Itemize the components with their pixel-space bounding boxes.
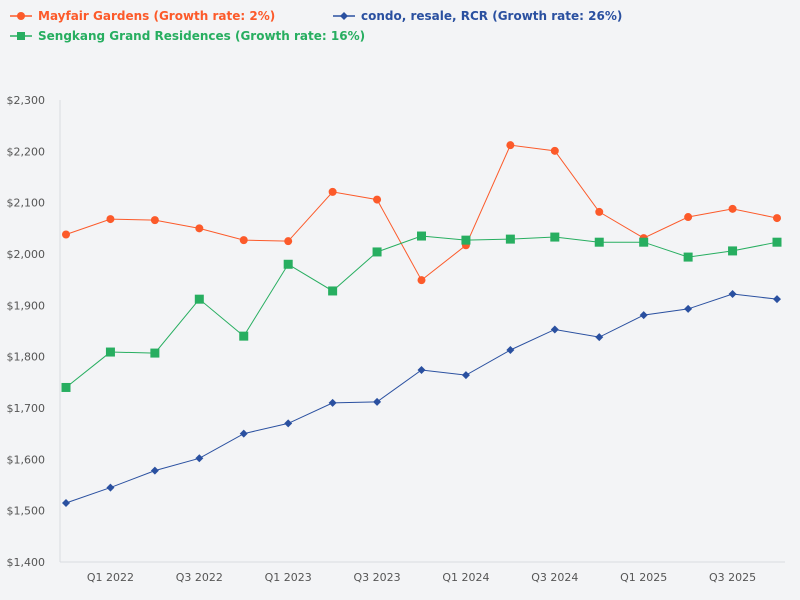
data-point — [595, 207, 604, 216]
y-tick-label: $1,600 — [7, 453, 46, 466]
legend-label: Mayfair Gardens (Growth rate: 2%) — [38, 9, 276, 23]
data-point — [728, 290, 737, 299]
x-tick-label: Q3 2023 — [353, 571, 400, 584]
data-point — [106, 483, 115, 492]
legend-item-condo[interactable]: condo, resale, RCR (Growth rate: 26%) — [333, 9, 622, 23]
data-point — [239, 429, 248, 438]
data-point — [728, 204, 737, 213]
y-tick-label: $2,100 — [7, 197, 46, 210]
data-point — [328, 187, 337, 196]
data-point — [62, 498, 70, 507]
data-point — [373, 397, 382, 406]
data-point — [239, 331, 249, 341]
data-point — [506, 345, 515, 354]
diamond-marker-icon — [333, 12, 355, 20]
x-tick-label: Q1 2023 — [265, 571, 312, 584]
data-point — [284, 237, 293, 246]
data-point — [195, 224, 204, 233]
circle-marker-icon — [10, 12, 32, 20]
data-point — [550, 232, 560, 242]
x-tick-label: Q1 2022 — [87, 571, 134, 584]
data-point — [550, 146, 559, 155]
data-point — [773, 214, 781, 223]
data-point — [328, 286, 338, 296]
data-point — [417, 231, 426, 241]
data-point — [150, 216, 159, 225]
series-line — [65, 293, 778, 504]
data-point — [417, 366, 426, 375]
data-point — [684, 213, 693, 222]
data-point — [505, 234, 515, 244]
data-point — [506, 141, 515, 150]
data-point — [684, 304, 693, 313]
square-marker-icon — [10, 32, 32, 40]
legend-item-sengkang[interactable]: Sengkang Grand Residences (Growth rate: … — [10, 29, 365, 43]
data-point — [639, 237, 649, 247]
data-point — [105, 347, 115, 357]
y-tick-label: $1,700 — [7, 402, 46, 415]
data-point — [150, 466, 159, 475]
data-point — [772, 237, 782, 247]
legend-label: condo, resale, RCR (Growth rate: 26%) — [361, 9, 623, 23]
data-point — [284, 419, 293, 428]
data-point — [683, 252, 693, 262]
data-point — [328, 398, 337, 407]
y-tick-label: $2,000 — [7, 248, 46, 261]
data-point — [62, 230, 70, 239]
x-tick-label: Q1 2025 — [620, 571, 667, 584]
x-tick-label: Q1 2024 — [442, 571, 489, 584]
y-tick-label: $2,200 — [7, 145, 46, 158]
data-point — [595, 333, 604, 342]
series-line — [65, 144, 778, 281]
data-point — [550, 325, 559, 334]
data-point — [150, 348, 160, 358]
y-tick-label: $1,800 — [7, 351, 46, 364]
data-point — [417, 276, 426, 285]
x-tick-label: Q3 2022 — [176, 571, 223, 584]
y-tick-label: $1,900 — [7, 299, 46, 312]
data-point — [61, 382, 71, 392]
data-point — [195, 454, 204, 463]
y-tick-label: $1,400 — [7, 556, 46, 569]
data-point — [461, 235, 471, 245]
data-point — [239, 236, 248, 245]
data-point — [194, 294, 204, 304]
data-point — [283, 259, 293, 269]
data-point — [461, 371, 470, 380]
legend-item-mayfair[interactable]: Mayfair Gardens (Growth rate: 2%) — [10, 9, 275, 23]
data-point — [372, 247, 382, 257]
data-point — [106, 215, 115, 224]
data-point — [639, 311, 648, 320]
x-tick-label: Q3 2025 — [709, 571, 756, 584]
y-tick-label: $1,500 — [7, 505, 46, 518]
data-point — [773, 295, 781, 304]
x-tick-label: Q3 2024 — [531, 571, 578, 584]
data-point — [594, 237, 604, 247]
y-tick-label: $2,300 — [7, 94, 46, 107]
data-point — [373, 195, 382, 204]
data-point — [728, 246, 738, 256]
legend-label: Sengkang Grand Residences (Growth rate: … — [38, 29, 366, 43]
